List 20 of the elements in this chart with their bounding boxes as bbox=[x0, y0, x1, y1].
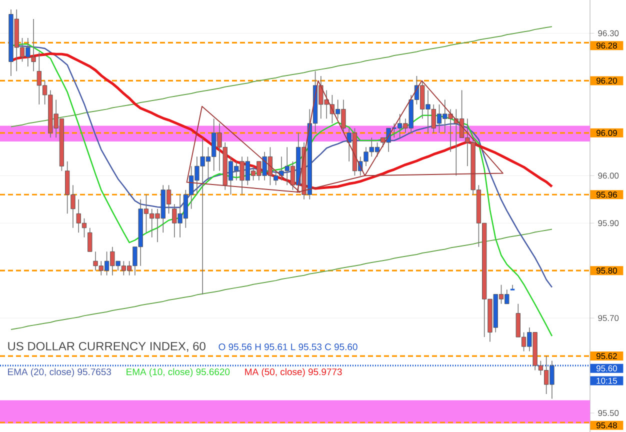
candlestick bbox=[88, 227, 92, 252]
text: EMA (10, close) 95.6620 bbox=[126, 368, 230, 378]
y-tick-label: 95.50 bbox=[598, 410, 619, 416]
ref-line-label: 95.96 bbox=[596, 192, 617, 198]
text: 10:15 bbox=[596, 378, 617, 384]
y-tick-label: 96.30 bbox=[598, 30, 619, 36]
ref-line-label: 95.48 bbox=[596, 422, 617, 428]
ref-line-label: 96.28 bbox=[596, 42, 617, 49]
text: EMA (20, close) 95.7653 bbox=[8, 368, 112, 378]
ref-line-label: 96.09 bbox=[596, 130, 617, 136]
y-tick-label: 96.00 bbox=[598, 172, 619, 179]
text: MA (50, close) 95.9773 bbox=[245, 368, 342, 378]
text: US DOLLAR CURRENCY INDEX, 60 bbox=[8, 342, 206, 352]
y-tick-label: 95.70 bbox=[598, 315, 619, 322]
ref-line-label: 95.80 bbox=[596, 268, 617, 274]
text: O 95.56 H 95.61 L 95.53 C 95.60 bbox=[218, 344, 358, 350]
ref-line-label: 95.60 bbox=[596, 365, 617, 372]
ref-line-label: 96.20 bbox=[596, 78, 617, 84]
ref-line-label: 95.62 bbox=[596, 353, 617, 360]
y-tick-label: 95.90 bbox=[598, 220, 619, 226]
